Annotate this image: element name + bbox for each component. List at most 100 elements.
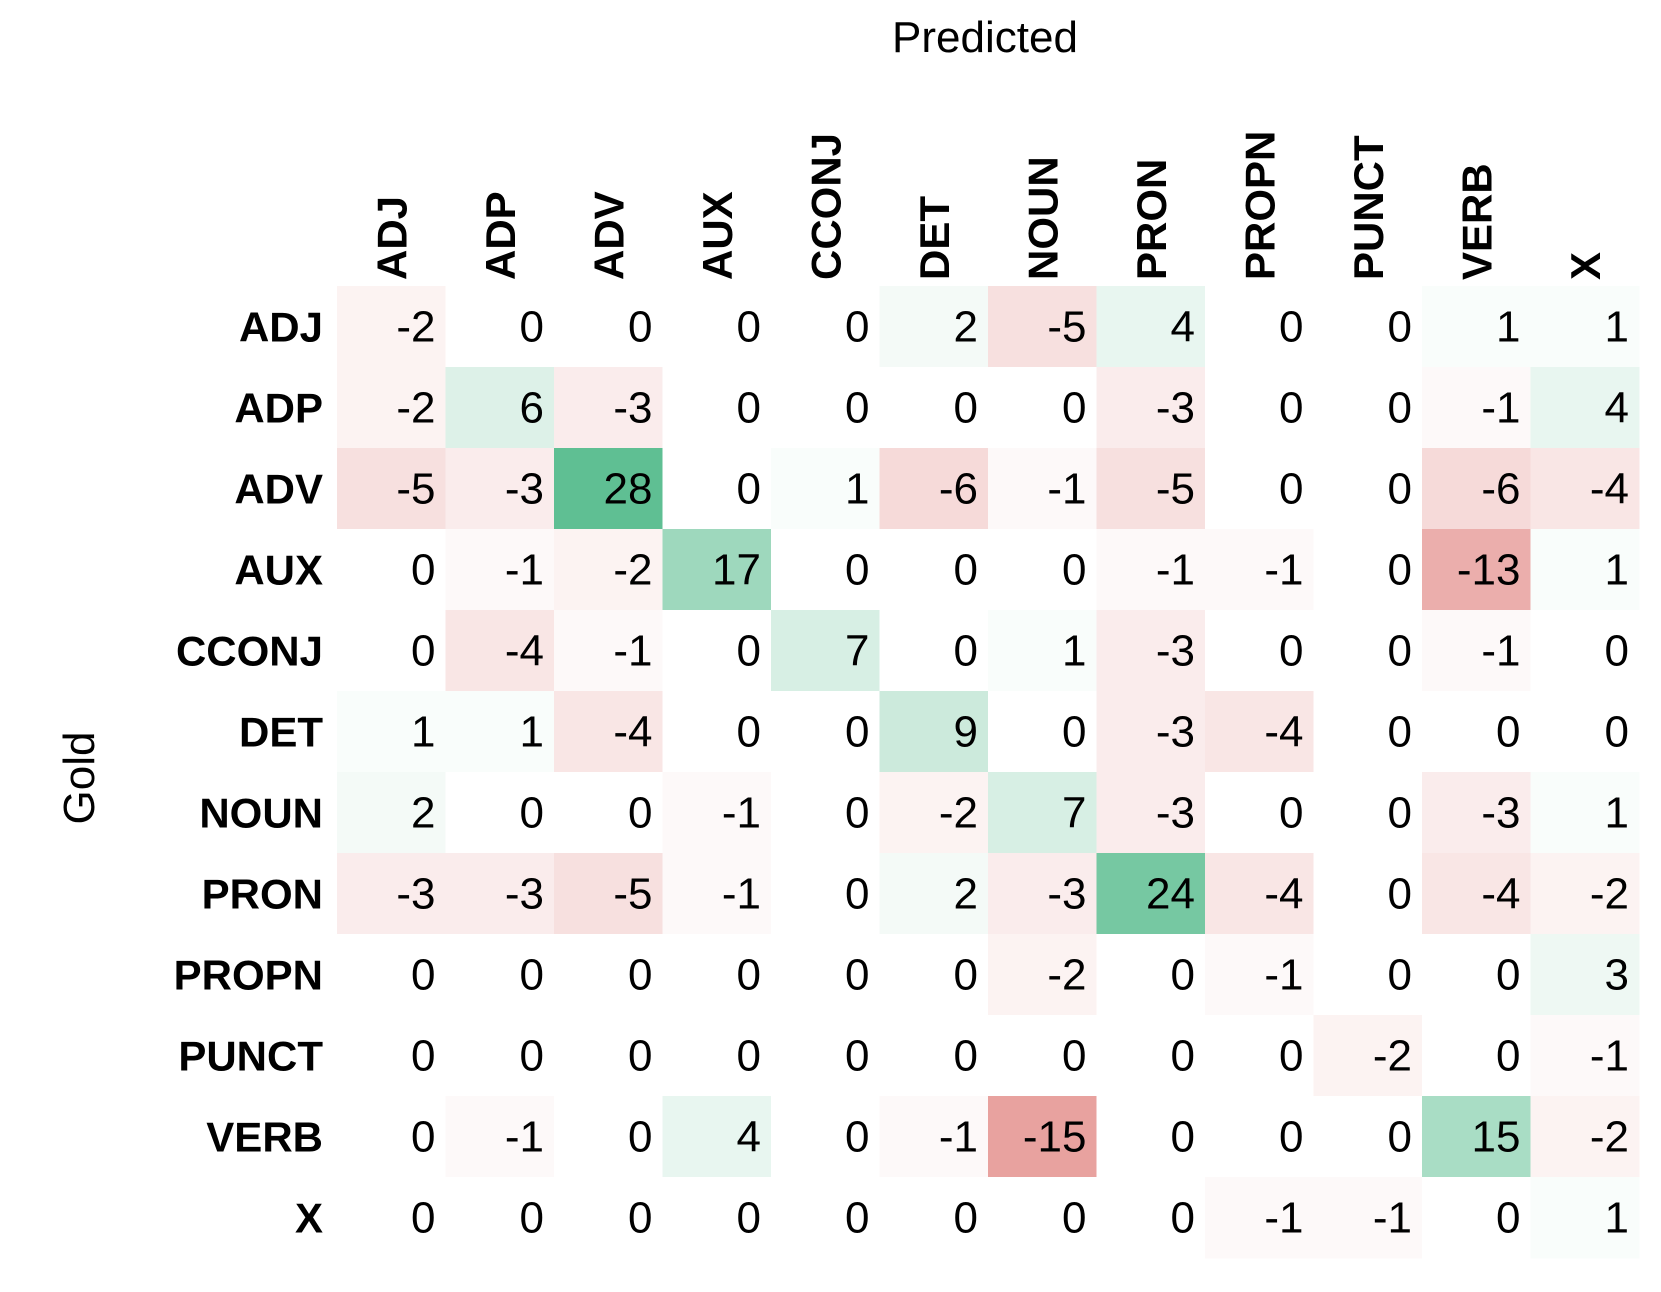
x-tick-label: ADV [585,191,632,280]
cell-value-label: 28 [604,465,653,514]
cell-value-label: -4 [1264,708,1303,757]
cell-value-label: 1 [1605,303,1629,352]
cell-value-label: 7 [845,627,869,676]
cell-value-label: 0 [954,546,978,595]
heatmap-cell [445,367,555,449]
cell-value-label: -3 [1156,384,1195,433]
cell-value-label: 0 [1062,384,1086,433]
cell-value-label: 0 [520,1194,544,1243]
cell-value-label: 0 [1496,708,1520,757]
heatmap-cell [1205,610,1314,692]
heatmap-cell [445,853,555,935]
heatmap-cell [337,367,446,449]
heatmap-cell [337,1177,446,1259]
cell-value-label: 3 [1605,951,1629,1000]
cell-value-label: 0 [954,1194,978,1243]
heatmap-cell [662,853,772,935]
heatmap-cell [445,529,555,611]
cell-value-label: 0 [1496,1194,1520,1243]
cell-value-label: -3 [1156,789,1195,838]
heatmap-cell [1530,286,1640,368]
heatmap-cell [1530,367,1640,449]
heatmap-cell [554,1015,663,1097]
cell-value-label: -1 [1264,951,1303,1000]
cell-value-label: 0 [737,303,761,352]
cell-value-label: 0 [1388,708,1412,757]
heatmap-cell [445,772,555,854]
heatmap-cell [879,1096,989,1178]
x-tick-label: PROPN [1236,131,1283,280]
heatmap-cell [337,529,446,611]
cell-value-label: 1 [1496,303,1520,352]
heatmap-cell [1313,772,1423,854]
cell-value-label: 0 [954,1032,978,1081]
y-tick-label: ADV [234,466,323,513]
heatmap-cell [662,1015,772,1097]
y-tick-label: DET [239,709,323,756]
cell-value-label: 0 [1279,384,1303,433]
cell-value-label: 0 [845,546,869,595]
cell-value-label: -5 [1047,303,1086,352]
y-tick-label: ADJ [239,304,323,351]
heatmap-cell [1422,529,1531,611]
heatmap-cell [337,610,446,692]
heatmap-cell [1096,691,1206,773]
heatmap-cell [554,772,663,854]
cell-value-label: 0 [737,1194,761,1243]
heatmap-cell [1205,853,1314,935]
heatmap-cell [662,1177,772,1259]
cell-value-label: -3 [1156,627,1195,676]
cell-value-label: 0 [1062,546,1086,595]
cell-value-label: 0 [1496,1032,1520,1081]
heatmap-cell [1313,1015,1423,1097]
heatmap-cell [1422,853,1531,935]
heatmap-cell [879,934,989,1016]
cell-value-label: -3 [396,870,435,919]
heatmap-cell [1096,1096,1206,1178]
heatmap-cell [1530,691,1640,773]
heatmap-cell-labels: -2 0 0 0 0 2 -5 4 0 0 1 1 -2 6 -3 0 0 0 0 -3 0 0 -1 4 -5 -3 28 0 1 -6… [396,303,1629,1243]
x-tick-label: AUX [694,191,741,280]
cell-value-label: 0 [845,1113,869,1162]
x-tick-label: PRON [1128,159,1175,280]
cell-value-label: 1 [1605,546,1629,595]
heatmap-cell [1205,934,1314,1016]
heatmap-cell [1313,448,1423,530]
cell-value-label: 0 [954,951,978,1000]
heatmap-cell [1422,1096,1531,1178]
heatmap-cell [879,1015,989,1097]
cell-value-label: 0 [1496,951,1520,1000]
cell-value-label: 4 [737,1113,761,1162]
cell-value-label: -1 [939,1113,978,1162]
heatmap-cell [445,286,555,368]
heatmap-cell [1096,1177,1206,1259]
heatmap-cell [771,1096,880,1178]
cell-value-label: 0 [1388,546,1412,595]
heatmap-cell [662,1096,772,1178]
cell-value-label: -1 [1590,1032,1629,1081]
heatmap-cell [1422,691,1531,773]
x-tick-label: PUNCT [1345,135,1392,280]
heatmap-cell [771,1015,880,1097]
y-tick-label: PUNCT [178,1033,323,1080]
cell-value-label: 0 [737,627,761,676]
cell-value-label: -15 [1023,1113,1087,1162]
cell-value-label: 0 [520,1032,544,1081]
heatmap-cell [988,367,1097,449]
x-tick-label: VERB [1453,163,1500,280]
heatmap-cell [771,529,880,611]
heatmap-cell [988,853,1097,935]
heatmap-cell [1096,934,1206,1016]
heatmap-cell [445,934,555,1016]
cell-value-label: -1 [1264,546,1303,595]
cell-value-label: 1 [520,708,544,757]
heatmap-cell [771,1177,880,1259]
x-tick-labels: ADJ ADP ADV AUX CCONJ DET NOUN PRON PROPN PUNCT VE… [368,131,1609,280]
cell-value-label: -3 [505,870,544,919]
cell-value-label: 0 [1279,789,1303,838]
cell-value-label: -1 [1481,627,1520,676]
cell-value-label: -1 [1047,465,1086,514]
heatmap-cell [771,853,880,935]
y-tick-label: ADP [234,385,323,432]
